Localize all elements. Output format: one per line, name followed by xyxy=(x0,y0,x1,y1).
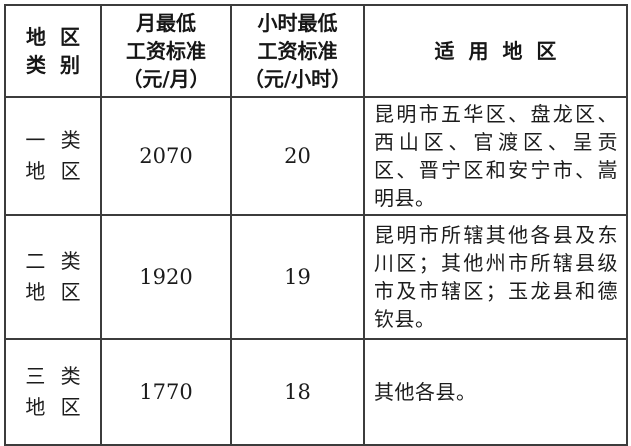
applicable-regions-cell: 其他各县。 xyxy=(363,338,628,446)
table-row-class-two: 二 类 地 区 1920 19 昆明市所辖其他各县及东川区；其他州市所辖县级市及… xyxy=(4,214,628,340)
header-row: 地 区 类 别 月最低 工资标准 （元/月） 小时最低 工资标准 （元/小时） … xyxy=(4,4,628,98)
table-row-class-one: 一 类 地 区 2070 20 昆明市五华区、盘龙区、西山区、官渡区、呈贡区、晋… xyxy=(4,96,628,216)
monthly-wage-cell: 1920 xyxy=(100,214,232,340)
monthly-wage-cell: 2070 xyxy=(100,96,232,216)
hourly-wage-cell: 20 xyxy=(230,96,365,216)
region-category-cell: 二 类 地 区 xyxy=(4,214,102,340)
minimum-wage-table: 地 区 类 别 月最低 工资标准 （元/月） 小时最低 工资标准 （元/小时） … xyxy=(4,4,628,446)
column-header-region-category: 地 区 类 别 xyxy=(4,4,102,98)
applicable-regions-cell: 昆明市五华区、盘龙区、西山区、官渡区、呈贡区、晋宁区和安宁市、嵩明县。 xyxy=(363,96,628,216)
table-row-class-three: 三 类 地 区 1770 18 其他各县。 xyxy=(4,338,628,446)
hourly-wage-cell: 19 xyxy=(230,214,365,340)
hourly-wage-cell: 18 xyxy=(230,338,365,446)
column-header-hourly-wage: 小时最低 工资标准 （元/小时） xyxy=(230,4,365,98)
column-header-applicable-regions: 适 用 地 区 xyxy=(363,4,628,98)
monthly-wage-cell: 1770 xyxy=(100,338,232,446)
region-category-cell: 一 类 地 区 xyxy=(4,96,102,216)
applicable-regions-cell: 昆明市所辖其他各县及东川区；其他州市所辖县级市及市辖区；玉龙县和德钦县。 xyxy=(363,214,628,340)
column-header-monthly-wage: 月最低 工资标准 （元/月） xyxy=(100,4,232,98)
region-category-cell: 三 类 地 区 xyxy=(4,338,102,446)
